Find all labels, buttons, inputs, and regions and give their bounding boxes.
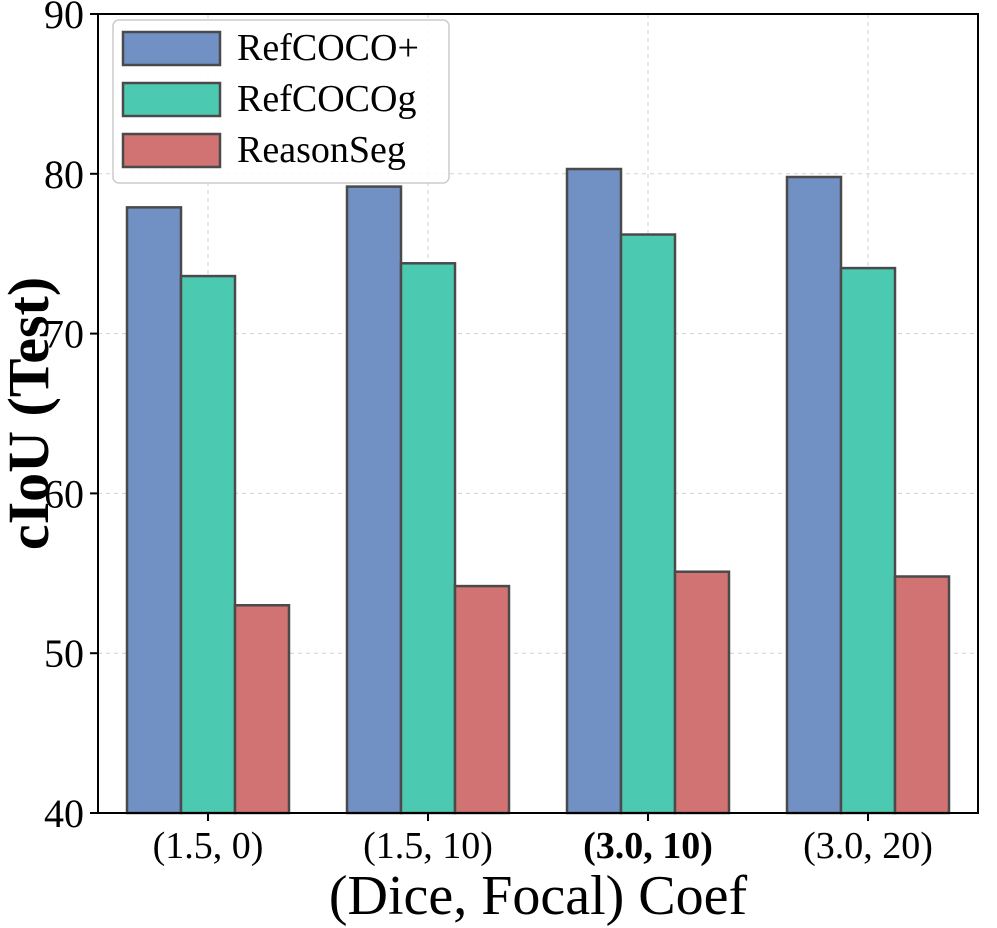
y-tick-label: 60 (44, 471, 84, 516)
x-tick-label: (3.0, 10) (583, 825, 713, 867)
bar-refcocog-2 (619, 233, 677, 815)
x-tick-label: (1.5, 0) (153, 825, 264, 867)
bar-refcoco--3 (785, 175, 843, 815)
bar-reasonseg-2 (673, 570, 731, 815)
y-tick-label: 70 (44, 312, 84, 357)
legend-swatch (121, 81, 222, 118)
y-tick-label: 80 (44, 152, 84, 197)
bar-refcocog-0 (179, 274, 237, 815)
y-tick-label: 40 (44, 791, 84, 836)
x-axis-title: (Dice, Focal) Coef (329, 865, 748, 927)
y-axis-ticks: 40 50 60 70 80 90 (44, 0, 98, 836)
y-tick-label: 90 (44, 0, 84, 37)
x-axis-ticks: (1.5, 0) (1.5, 10) (3.0, 10) (3.0, 20) (153, 813, 933, 867)
bars (125, 167, 951, 815)
legend-swatch (121, 132, 222, 169)
legend-label: ReasonSeg (237, 129, 406, 171)
bar-refcoco--0 (125, 206, 183, 815)
bar-refcocog-1 (399, 262, 457, 815)
x-tick-label: (1.5, 10) (363, 825, 493, 867)
y-tick-label: 50 (44, 631, 84, 676)
bar-refcocog-3 (839, 266, 897, 815)
legend-swatch (121, 30, 222, 67)
bar-refcoco--1 (345, 185, 403, 815)
y-axis-title: cIoU (Test) (0, 277, 61, 550)
legend: RefCOCO+ RefCOCOg ReasonSeg (112, 19, 450, 184)
plot-frame (97, 13, 979, 814)
legend-label: RefCOCOg (237, 78, 416, 120)
bar-reasonseg-1 (453, 584, 511, 815)
x-tick-label: (3.0, 20) (803, 825, 933, 867)
bar-refcoco--2 (565, 167, 623, 815)
legend-label: RefCOCO+ (237, 27, 419, 69)
bar-reasonseg-0 (233, 604, 291, 815)
bar-reasonseg-3 (893, 575, 951, 815)
